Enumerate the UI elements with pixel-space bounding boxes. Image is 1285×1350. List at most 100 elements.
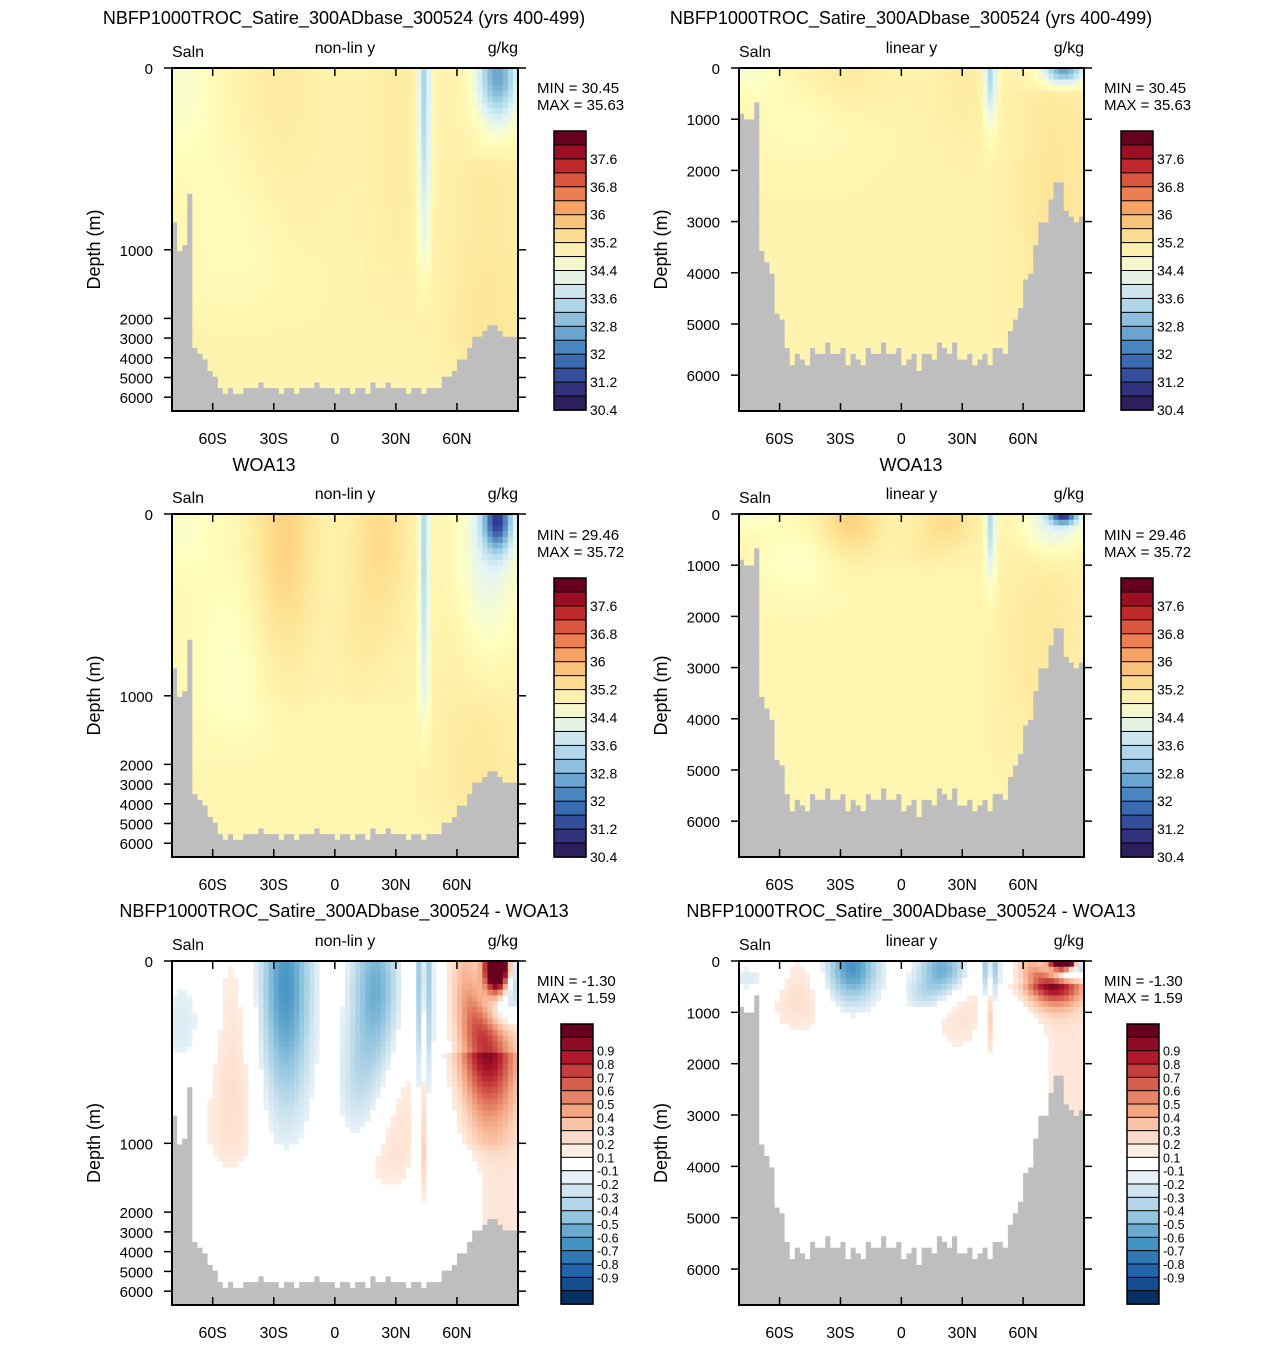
field-cell	[248, 377, 254, 383]
field-cell	[406, 308, 412, 314]
field-cell	[805, 325, 811, 331]
field-cell	[187, 91, 193, 97]
field-cell	[228, 388, 234, 394]
field-cell	[350, 217, 356, 223]
field-cell	[482, 297, 488, 303]
field-cell	[800, 342, 806, 348]
field-cell	[335, 108, 341, 114]
field-cell	[355, 348, 361, 354]
field-cell	[243, 400, 249, 406]
field-cell	[795, 119, 801, 125]
field-cell	[442, 131, 448, 137]
field-cell	[426, 320, 432, 326]
field-cell	[330, 102, 336, 108]
field-cell	[330, 125, 336, 131]
field-cell	[754, 114, 760, 120]
field-cell	[381, 205, 387, 211]
field-cell	[182, 245, 188, 251]
field-cell	[800, 382, 806, 388]
field-cell	[238, 371, 244, 377]
field-cell	[294, 308, 300, 314]
field-cell	[223, 74, 229, 80]
field-cell	[452, 165, 458, 171]
field-cell	[805, 365, 811, 371]
field-cell	[187, 280, 193, 286]
field-cell	[294, 171, 300, 177]
field-cell	[775, 262, 781, 268]
field-cell	[320, 377, 326, 383]
field-cell	[228, 280, 234, 286]
field-cell	[289, 365, 295, 371]
field-cell	[192, 177, 198, 183]
field-cell	[452, 131, 458, 137]
field-cell	[376, 165, 382, 171]
field-cell	[284, 74, 290, 80]
field-cell	[314, 245, 320, 251]
field-cell	[376, 85, 382, 91]
field-cell	[253, 228, 259, 234]
field-cell	[355, 222, 361, 228]
field-cell	[764, 154, 770, 160]
field-cell	[350, 325, 356, 331]
field-cell	[790, 325, 796, 331]
field-cell	[279, 217, 285, 223]
field-cell	[421, 177, 427, 183]
field-cell	[785, 262, 791, 268]
field-cell	[503, 314, 509, 320]
field-cell	[203, 211, 209, 217]
field-cell	[233, 274, 239, 280]
field-cell	[749, 331, 755, 337]
field-cell	[355, 125, 361, 131]
field-cell	[187, 217, 193, 223]
field-cell	[294, 297, 300, 303]
field-cell	[350, 371, 356, 377]
field-cell	[289, 222, 295, 228]
field-cell	[218, 194, 224, 200]
field-cell	[754, 165, 760, 171]
field-cell	[462, 325, 468, 331]
field-cell	[749, 245, 755, 251]
field-cell	[482, 240, 488, 246]
field-cell	[381, 325, 387, 331]
field-cell	[314, 131, 320, 137]
field-cell	[360, 119, 366, 125]
field-cell	[345, 154, 351, 160]
field-cell	[259, 154, 265, 160]
field-cell	[785, 382, 791, 388]
field-cell	[775, 245, 781, 251]
field-cell	[360, 177, 366, 183]
field-cell	[253, 314, 259, 320]
field-cell	[508, 228, 514, 234]
field-cell	[447, 211, 453, 217]
field-cell	[790, 314, 796, 320]
field-cell	[233, 194, 239, 200]
field-cell	[192, 228, 198, 234]
field-cell	[462, 245, 468, 251]
field-cell	[805, 182, 811, 188]
field-cell	[299, 240, 305, 246]
field-cell	[447, 360, 453, 366]
field-cell	[426, 325, 432, 331]
y-tick-label: 4000	[120, 351, 153, 368]
field-cell	[800, 320, 806, 326]
field-cell	[218, 251, 224, 257]
field-cell	[432, 354, 438, 360]
field-cell	[759, 308, 765, 314]
field-cell	[396, 211, 402, 217]
field-cell	[462, 342, 468, 348]
field-cell	[360, 394, 366, 400]
field-cell	[197, 251, 203, 257]
field-cell	[508, 165, 514, 171]
field-cell	[274, 262, 280, 268]
field-cell	[785, 228, 791, 234]
field-cell	[330, 148, 336, 154]
field-cell	[477, 85, 483, 91]
field-cell	[769, 171, 775, 177]
field-cell	[187, 377, 193, 383]
field-cell	[482, 148, 488, 154]
field-cell	[197, 285, 203, 291]
field-cell	[197, 394, 203, 400]
field-cell	[790, 365, 796, 371]
field-cell	[223, 342, 229, 348]
field-cell	[223, 360, 229, 366]
